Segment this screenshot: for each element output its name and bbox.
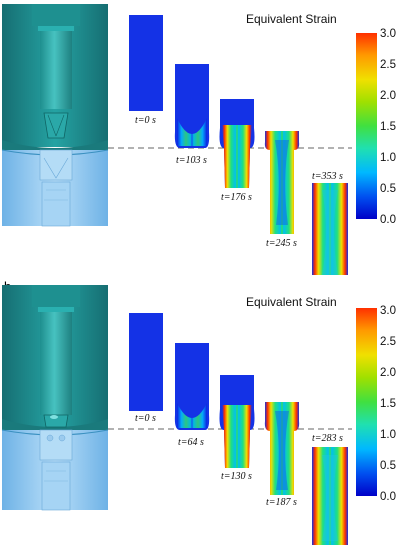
time-label: t=64 s bbox=[178, 437, 204, 448]
time-label: t=103 s bbox=[176, 155, 207, 166]
colorbar-tick: 2.5 bbox=[380, 59, 396, 71]
colorbar-tick: 3.0 bbox=[380, 28, 396, 40]
colorbar-tick: 3.0 bbox=[380, 305, 396, 317]
time-label: t=0 s bbox=[135, 115, 156, 126]
simulation-figure bbox=[1, 4, 377, 275]
panel-b: b Equivalent Strain 3.0 2.5 2.0 1.5 bbox=[0, 275, 405, 550]
die-chamber bbox=[39, 149, 73, 181]
time-label: t=176 s bbox=[221, 192, 252, 203]
billet-stage-1 bbox=[129, 313, 163, 411]
billet-stage-2 bbox=[174, 343, 210, 430]
colorbar-tick: 1.0 bbox=[380, 152, 396, 164]
colorbar-tick: 2.0 bbox=[380, 367, 396, 379]
time-label: t=245 s bbox=[266, 238, 297, 249]
colorbar-tick: 1.5 bbox=[380, 121, 396, 133]
colorbar bbox=[356, 308, 377, 496]
die-cone bbox=[43, 112, 69, 139]
colorbar-tick: 0.0 bbox=[380, 214, 396, 226]
billet-stage-2 bbox=[174, 64, 210, 148]
colorbar-tick: 1.0 bbox=[380, 429, 396, 441]
colorbar-tick: 0.5 bbox=[380, 460, 396, 472]
simulation-figure bbox=[1, 285, 377, 545]
billet-stage-5 bbox=[312, 447, 348, 545]
die-exit bbox=[41, 181, 71, 227]
billet-stage-5 bbox=[312, 183, 348, 275]
time-label: t=130 s bbox=[221, 471, 252, 482]
time-label: t=0 s bbox=[135, 413, 156, 424]
colorbar bbox=[356, 33, 377, 219]
colorbar-tick: 2.0 bbox=[380, 90, 396, 102]
colorbar-tick: 2.5 bbox=[380, 336, 396, 348]
die-exit bbox=[41, 461, 71, 511]
die-cone bbox=[43, 414, 69, 428]
time-label: t=187 s bbox=[266, 497, 297, 508]
legend-title: Equivalent Strain bbox=[246, 12, 337, 26]
die-chamber bbox=[39, 429, 73, 461]
colorbar-tick: 0.0 bbox=[380, 491, 396, 503]
billet-stage-1 bbox=[129, 15, 163, 111]
legend-title: Equivalent Strain bbox=[246, 295, 337, 309]
panel-a: a bbox=[1, 4, 396, 275]
time-label: t=353 s bbox=[312, 171, 343, 182]
punch-head bbox=[32, 285, 80, 307]
colorbar-tick: 0.5 bbox=[380, 183, 396, 195]
punch-head bbox=[32, 4, 80, 26]
colorbar-tick: 1.5 bbox=[380, 398, 396, 410]
time-label: t=283 s bbox=[312, 433, 343, 444]
